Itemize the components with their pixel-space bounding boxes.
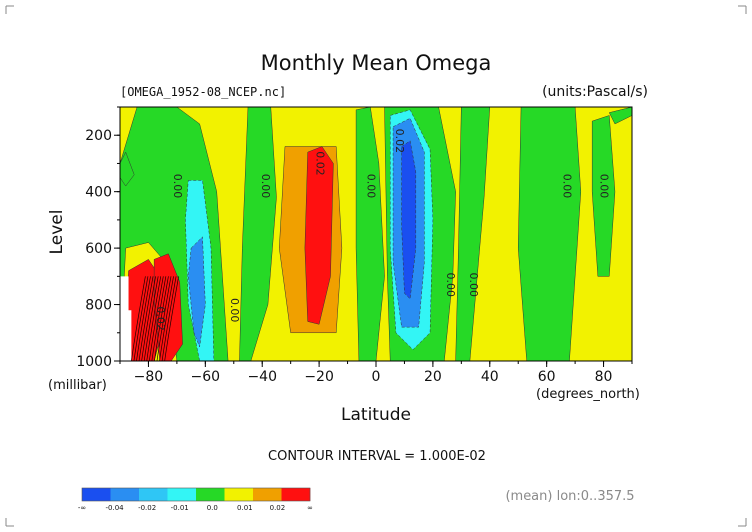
colorbar-swatch bbox=[196, 488, 225, 501]
colorbar-label: ∞ bbox=[307, 504, 313, 512]
y-unit-label: (millibar) bbox=[48, 378, 107, 393]
footer-note: (mean) lon:0..357.5 bbox=[505, 489, 634, 504]
x-tick-label: 40 bbox=[481, 369, 499, 385]
colorbar-swatch bbox=[167, 488, 197, 501]
x-axis: −80 −60 −40 −20 0 20 40 60 80 bbox=[119, 361, 633, 385]
colorbar-swatch bbox=[281, 488, 311, 501]
x-tick-label: −20 bbox=[304, 369, 334, 385]
contour-label: 0.00 bbox=[171, 174, 184, 199]
colorbar-labels: -∞ -0.04 -0.02 -0.01 0.0 0.01 0.02 ∞ bbox=[78, 504, 313, 512]
contour-line bbox=[154, 276, 169, 361]
contour-region bbox=[188, 236, 206, 348]
contour-region bbox=[455, 107, 491, 361]
contour-line bbox=[164, 276, 180, 361]
y-tick-label: 1000 bbox=[76, 354, 112, 370]
contour-label: 0.00 bbox=[467, 273, 480, 298]
x-tick-label: −60 bbox=[191, 369, 221, 385]
contour-label: 0.02 bbox=[154, 306, 167, 331]
colorbar-swatch bbox=[110, 488, 140, 501]
contour-label: 0.02 bbox=[313, 151, 326, 176]
contour-label: 0.02 bbox=[393, 129, 406, 154]
corner-marks bbox=[5, 5, 747, 527]
y-tick-label: 800 bbox=[85, 298, 112, 314]
contour-line bbox=[141, 276, 156, 361]
contour-line bbox=[151, 276, 167, 361]
x-tick-label: 20 bbox=[424, 369, 442, 385]
contour-line bbox=[133, 276, 149, 361]
contour-labels: 0.00 0.00 0.02 0.00 0.02 0.00 0.00 0.00 0.00 0.00… bbox=[154, 129, 611, 331]
colorbar-label: 0.01 bbox=[237, 504, 253, 512]
contour-line bbox=[131, 276, 146, 361]
x-tick-label: −40 bbox=[247, 369, 277, 385]
x-axis-label: Latitude bbox=[341, 405, 411, 425]
contour-line bbox=[146, 276, 162, 361]
contour-region bbox=[608, 107, 632, 125]
y-tick-label: 600 bbox=[85, 241, 112, 257]
colorbar-swatch bbox=[224, 488, 254, 501]
y-tick-label: 400 bbox=[85, 185, 112, 201]
missing-data-patch bbox=[120, 276, 132, 361]
contour-fill bbox=[120, 107, 632, 361]
x-tick-label: 80 bbox=[595, 369, 613, 385]
x-unit-label: (degrees_north) bbox=[536, 387, 640, 402]
colorbar bbox=[81, 487, 311, 502]
colorbar-label: -∞ bbox=[78, 504, 86, 512]
contour-region bbox=[120, 151, 135, 187]
contour-line bbox=[138, 276, 154, 361]
contour-line bbox=[159, 276, 174, 361]
colorbar-label: -0.04 bbox=[106, 504, 125, 512]
contour-label: 0.00 bbox=[259, 174, 272, 199]
contour-line bbox=[148, 276, 164, 361]
colorbar-label: -0.02 bbox=[138, 504, 156, 512]
colorbar-swatch bbox=[82, 488, 111, 501]
contour-region bbox=[591, 115, 616, 277]
contour-line bbox=[161, 276, 177, 361]
contour-line bbox=[136, 276, 151, 361]
contour-label: 0.00 bbox=[598, 174, 611, 199]
contour-label: 0.00 bbox=[444, 273, 457, 298]
colorbar-label: 0.0 bbox=[207, 504, 218, 512]
y-axis: 200 400 600 800 1000 bbox=[76, 106, 120, 370]
contour-region bbox=[355, 107, 385, 361]
steep-gradient-lines bbox=[131, 276, 180, 361]
x-tick-label: 0 bbox=[372, 369, 381, 385]
chart-title: Monthly Mean Omega bbox=[261, 51, 492, 75]
colorbar-frame bbox=[81, 487, 311, 502]
colorbar-swatch bbox=[253, 488, 282, 501]
y-axis-label: Level bbox=[47, 210, 67, 255]
contour-interval-label: CONTOUR INTERVAL = 1.000E-02 bbox=[268, 449, 486, 464]
file-label: [OMEGA_1952-08_NCEP.nc] bbox=[120, 85, 286, 99]
colorbar-swatch bbox=[139, 488, 168, 501]
y-tick-label: 200 bbox=[85, 128, 112, 144]
x-tick-label: −80 bbox=[134, 369, 164, 385]
contour-label: 0.00 bbox=[228, 298, 241, 323]
x-tick-label: 60 bbox=[538, 369, 556, 385]
contour-label: 0.00 bbox=[364, 174, 377, 199]
contour-region bbox=[304, 146, 334, 325]
units-label: (units:Pascal/s) bbox=[542, 84, 648, 100]
colorbar-label: 0.02 bbox=[270, 504, 286, 512]
colorbar-label: -0.01 bbox=[171, 504, 189, 512]
contour-region bbox=[517, 107, 582, 361]
contour-label: 0.00 bbox=[561, 174, 574, 199]
contour-region bbox=[239, 107, 277, 361]
contour-region bbox=[401, 140, 417, 300]
contour-line bbox=[143, 276, 159, 361]
contour-line bbox=[156, 276, 172, 361]
